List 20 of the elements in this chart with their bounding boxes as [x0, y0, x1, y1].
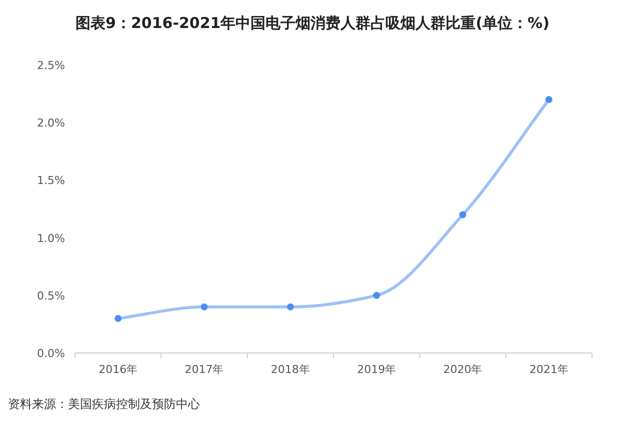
point	[286, 303, 294, 310]
x-tick-label: 2019年	[357, 363, 396, 376]
y-tick-label: 0.0%	[37, 347, 65, 360]
point	[545, 96, 552, 104]
x-tick-label: 2016年	[98, 363, 138, 376]
y-tick-label: 1.5%	[37, 174, 65, 188]
x-tick-label: 2017年	[184, 363, 224, 376]
point	[200, 303, 208, 310]
point	[373, 292, 380, 299]
point	[114, 314, 122, 322]
y-tick-label: 2.0%	[37, 116, 65, 130]
text: 资料来源：美国疾病控制及预防中心	[8, 397, 200, 411]
x-tick-label: 2020年	[443, 363, 482, 376]
chart-title: 图表9：2016-2021年中国电子烟消费人群占吸烟人群比重(单位：%)	[76, 14, 550, 32]
point	[459, 211, 466, 218]
x-tick-label: 2021年	[529, 363, 568, 376]
y-tick-label: 1.0%	[37, 232, 65, 245]
y-tick-label: 0.5%	[37, 289, 65, 302]
x-tick-label: 2018年	[270, 363, 310, 376]
y-tick-label: 2.5%	[37, 59, 65, 72]
